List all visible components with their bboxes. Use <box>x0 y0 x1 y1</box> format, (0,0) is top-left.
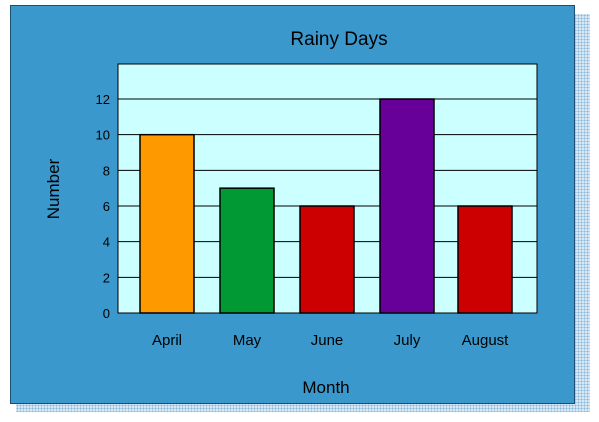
bar-july <box>379 98 435 314</box>
bar-august <box>457 205 513 314</box>
y-tick-label-6: 12 <box>96 92 110 107</box>
x-tick-label-april: April <box>152 332 182 349</box>
chart-title: Rainy Days <box>290 29 387 50</box>
x-tick-label-june: June <box>311 332 344 349</box>
y-tick-label-4: 8 <box>103 163 110 178</box>
bar-may <box>219 187 275 314</box>
bar-june <box>299 205 355 314</box>
x-tick-label-august: August <box>462 332 510 349</box>
x-axis-label: Month <box>302 378 349 397</box>
y-tick-label-0: 0 <box>103 306 110 321</box>
y-axis-label: Number <box>44 158 63 219</box>
x-tick-label-may: May <box>233 332 262 349</box>
y-tick-label-2: 4 <box>103 235 110 250</box>
bars <box>139 98 513 314</box>
y-tick-label-1: 2 <box>103 270 110 285</box>
y-tick-label-5: 10 <box>96 128 110 143</box>
y-tick-labels: 0 2 4 6 8 10 12 <box>96 92 110 321</box>
x-tick-label-july: July <box>394 332 421 349</box>
x-tick-labels: April May June July August <box>152 332 509 349</box>
y-tick-label-3: 6 <box>103 199 110 214</box>
bar-april <box>139 133 195 314</box>
